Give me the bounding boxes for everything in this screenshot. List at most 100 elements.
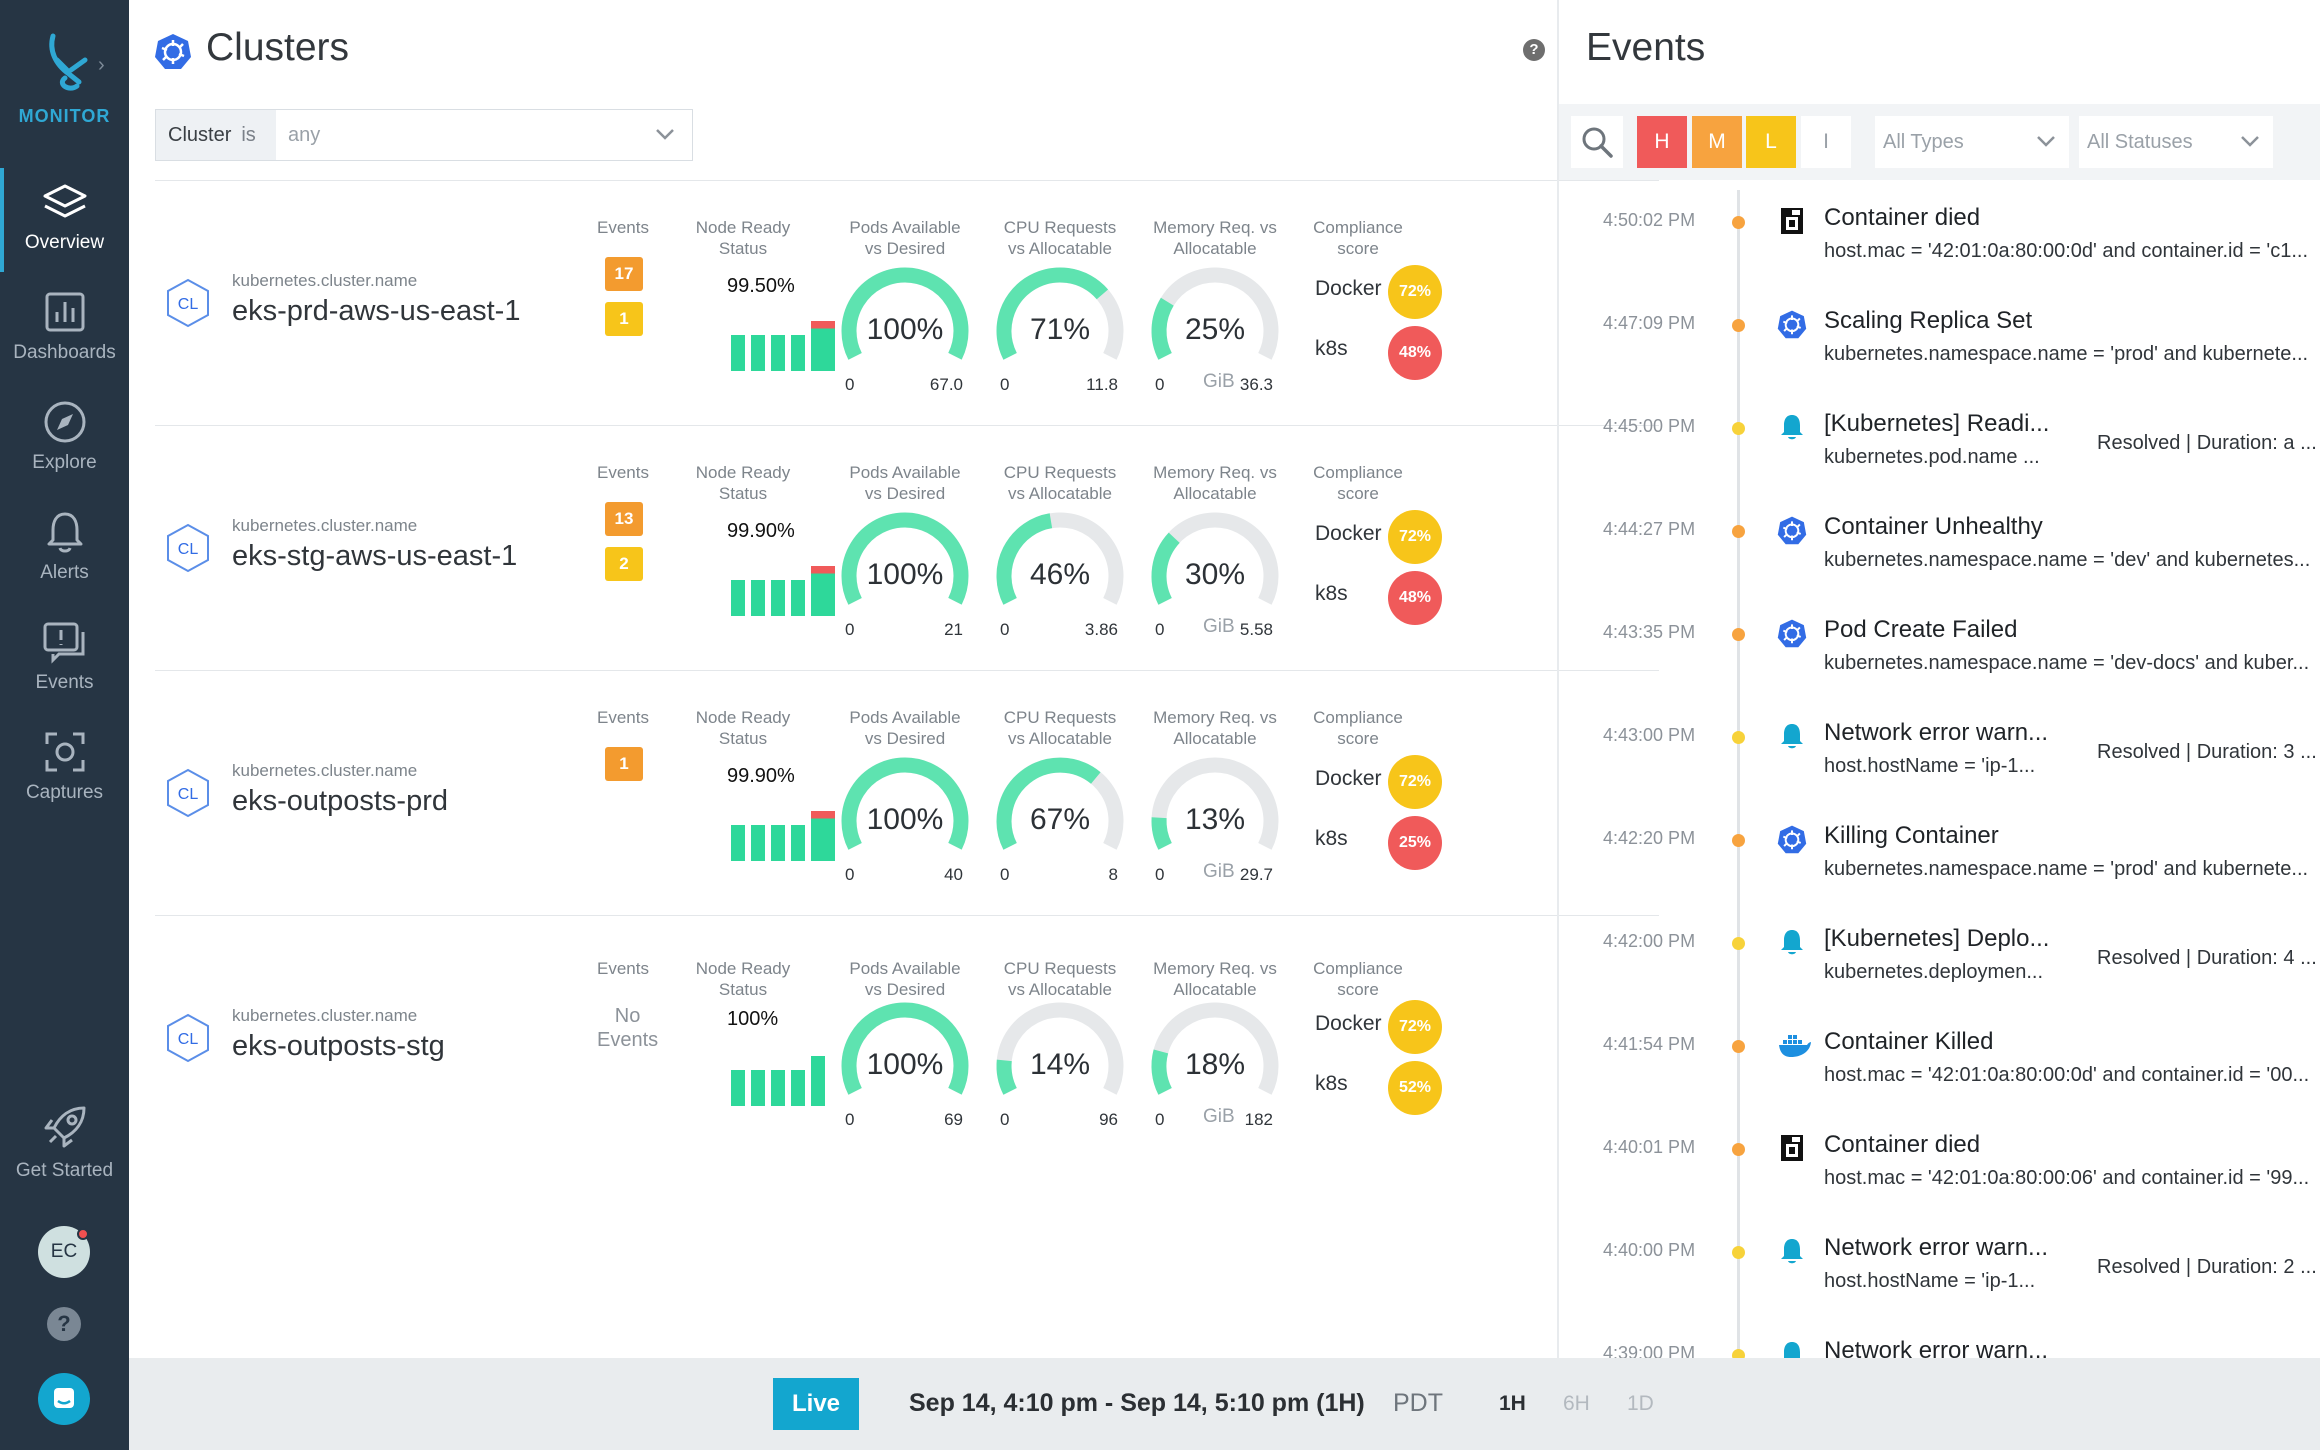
node-bar xyxy=(751,580,765,616)
docker-icon xyxy=(1777,1030,1811,1060)
events-count-medium[interactable]: 2 xyxy=(605,547,643,581)
event-title[interactable]: Network error warn... xyxy=(1824,719,2049,746)
event-item[interactable]: 4:43:00 PM Network error warn... host.host… xyxy=(1559,711,2320,814)
event-item[interactable]: 4:42:20 PM Killing Container kubernetes.na… xyxy=(1559,814,2320,917)
severity-low-toggle[interactable]: L xyxy=(1746,116,1796,168)
column-header-cpu: CPU Requests vs Allocatable xyxy=(990,958,1130,1000)
event-title[interactable]: Container Unhealthy xyxy=(1824,513,2043,540)
event-description: kubernetes.namespace.name = 'prod' and k… xyxy=(1824,343,2309,365)
cluster-row[interactable]: CL kubernetes.cluster.name eks-outposts-st… xyxy=(155,915,1659,1160)
cluster-row[interactable]: CL kubernetes.cluster.name eks-outposts-pr… xyxy=(155,670,1659,915)
docker-compliance-score[interactable]: 72% xyxy=(1388,265,1442,319)
chevron-down-icon[interactable] xyxy=(654,127,676,141)
statuses-select[interactable]: All Statuses xyxy=(2079,116,2273,168)
node-bar xyxy=(811,1056,825,1106)
nav-captures-label: Captures xyxy=(25,782,104,803)
event-item[interactable]: 4:50:02 PM Container died host.mac = '42:0… xyxy=(1559,196,2320,299)
column-header-compliance: Compliance score xyxy=(1293,217,1423,259)
event-item[interactable]: 4:44:27 PM Container Unhealthy kubernetes.… xyxy=(1559,505,2320,608)
filter-value[interactable]: any xyxy=(288,124,321,146)
k8s-compliance-score[interactable]: 48% xyxy=(1388,326,1442,380)
event-title[interactable]: Scaling Replica Set xyxy=(1824,307,2033,334)
cluster-name[interactable]: eks-outposts-stg xyxy=(232,1030,445,1062)
k8s-label: k8s xyxy=(1315,1072,1348,1095)
event-item[interactable]: 4:40:00 PM Network error warn... host.host… xyxy=(1559,1226,2320,1329)
event-item[interactable]: 4:42:00 PM [Kubernetes] Deplo... kubernete… xyxy=(1559,917,2320,1020)
event-item[interactable]: 4:43:35 PM Pod Create Failed kubernetes.na… xyxy=(1559,608,2320,711)
event-title[interactable]: Container died xyxy=(1824,204,1981,231)
k8s-compliance-score[interactable]: 25% xyxy=(1388,816,1442,870)
event-item[interactable]: 4:45:00 PM [Kubernetes] Readi... kubernete… xyxy=(1559,402,2320,505)
event-title[interactable]: Killing Container xyxy=(1824,822,1999,849)
cluster-name[interactable]: eks-outposts-prd xyxy=(232,785,448,817)
events-count-high[interactable]: 1 xyxy=(605,747,643,781)
monitor-logo-icon[interactable] xyxy=(0,20,129,130)
docker-compliance-score[interactable]: 72% xyxy=(1388,510,1442,564)
cluster-row[interactable]: CL kubernetes.cluster.name eks-prd-aws-us-… xyxy=(155,180,1659,425)
nav-events[interactable]: Events xyxy=(0,606,129,710)
gauge-min: 0 xyxy=(1000,1110,1010,1129)
help-icon[interactable]: ? xyxy=(1523,39,1545,61)
k8s-compliance-score[interactable]: 48% xyxy=(1388,571,1442,625)
header-line: Compliance xyxy=(1313,959,1403,978)
gauge-min: 0 xyxy=(1155,620,1165,639)
expand-chevron-icon[interactable]: › xyxy=(98,54,105,76)
nav-captures[interactable]: Captures xyxy=(0,716,129,820)
gauge-max: 36.3 xyxy=(1239,375,1273,394)
gauge-fill xyxy=(841,512,969,605)
docker-compliance-score[interactable]: 72% xyxy=(1388,1000,1442,1054)
events-count-medium[interactable]: 1 xyxy=(605,302,643,336)
cluster-name[interactable]: eks-stg-aws-us-east-1 xyxy=(232,540,518,572)
nav-explore[interactable]: Explore xyxy=(0,386,129,490)
gauge-percent: 13% xyxy=(1184,803,1246,836)
docker-compliance-score[interactable]: 72% xyxy=(1388,755,1442,809)
events-count-high[interactable]: 17 xyxy=(605,257,643,291)
chat-icon[interactable] xyxy=(38,1373,90,1425)
gauge-min: 0 xyxy=(845,620,855,639)
range-6h[interactable]: 6H xyxy=(1563,1392,1590,1415)
event-title[interactable]: [Kubernetes] Readi... xyxy=(1824,410,2050,437)
search-button[interactable] xyxy=(1571,116,1623,168)
event-title[interactable]: Pod Create Failed xyxy=(1824,616,2018,643)
column-header-memory: Memory Req. vs Allocatable xyxy=(1145,958,1285,1000)
types-select[interactable]: All Types xyxy=(1875,116,2069,168)
events-count-high[interactable]: 13 xyxy=(605,502,643,536)
event-title[interactable]: Network error warn... xyxy=(1824,1234,2049,1261)
gauge-max: 11.8 xyxy=(1086,375,1118,394)
range-1h[interactable]: 1H xyxy=(1499,1392,1526,1415)
docker-label: Docker xyxy=(1315,277,1382,300)
header-line: Pods Available xyxy=(849,218,961,237)
cluster-name[interactable]: eks-prd-aws-us-east-1 xyxy=(232,295,521,327)
help-icon[interactable]: ? xyxy=(47,1307,81,1341)
event-item[interactable]: 4:40:01 PM Container died host.mac = '42:0… xyxy=(1559,1123,2320,1226)
cluster-filter[interactable]: Cluster is any xyxy=(155,109,693,161)
severity-medium-toggle[interactable]: M xyxy=(1692,116,1742,168)
header-line: Status xyxy=(718,980,768,999)
nav-overview[interactable]: Overview xyxy=(0,168,129,272)
event-title[interactable]: Container died xyxy=(1824,1131,1981,1158)
severity-high-toggle[interactable]: H xyxy=(1637,116,1687,168)
event-item[interactable]: 4:47:09 PM Scaling Replica Set kubernetes.… xyxy=(1559,299,2320,402)
header-line: vs Allocatable xyxy=(1008,980,1112,999)
node-bar-unready xyxy=(811,321,835,329)
types-select-value: All Types xyxy=(1883,131,1964,153)
gauge-max: 5.58 xyxy=(1239,620,1273,639)
timeline-line xyxy=(1737,190,1740,1358)
event-title[interactable]: Container Killed xyxy=(1824,1028,1994,1055)
nav-alerts[interactable]: Alerts xyxy=(0,496,129,600)
live-button[interactable]: Live xyxy=(773,1378,859,1430)
event-title[interactable]: [Kubernetes] Deplo... xyxy=(1824,925,2050,952)
event-time: 4:42:20 PM xyxy=(1603,828,1696,848)
range-1d[interactable]: 1D xyxy=(1627,1392,1654,1415)
severity-dot xyxy=(1732,937,1745,950)
nav-get-started[interactable]: Get Started xyxy=(0,1088,129,1198)
k8s-compliance-score[interactable]: 52% xyxy=(1388,1061,1442,1115)
column-header-events: Events xyxy=(593,707,653,728)
time-range-label[interactable]: Sep 14, 4:10 pm - Sep 14, 5:10 pm (1H) xyxy=(909,1389,1365,1417)
timezone-label[interactable]: PDT xyxy=(1393,1389,1443,1417)
event-item[interactable]: 4:41:54 PM Container Killed host.mac = '42… xyxy=(1559,1020,2320,1123)
cluster-row[interactable]: CL kubernetes.cluster.name eks-stg-aws-us-… xyxy=(155,425,1659,670)
event-description: kubernetes.namespace.name = 'dev' and ku… xyxy=(1824,549,2311,571)
severity-info-toggle[interactable]: I xyxy=(1801,116,1851,168)
nav-dashboards[interactable]: Dashboards xyxy=(0,276,129,380)
